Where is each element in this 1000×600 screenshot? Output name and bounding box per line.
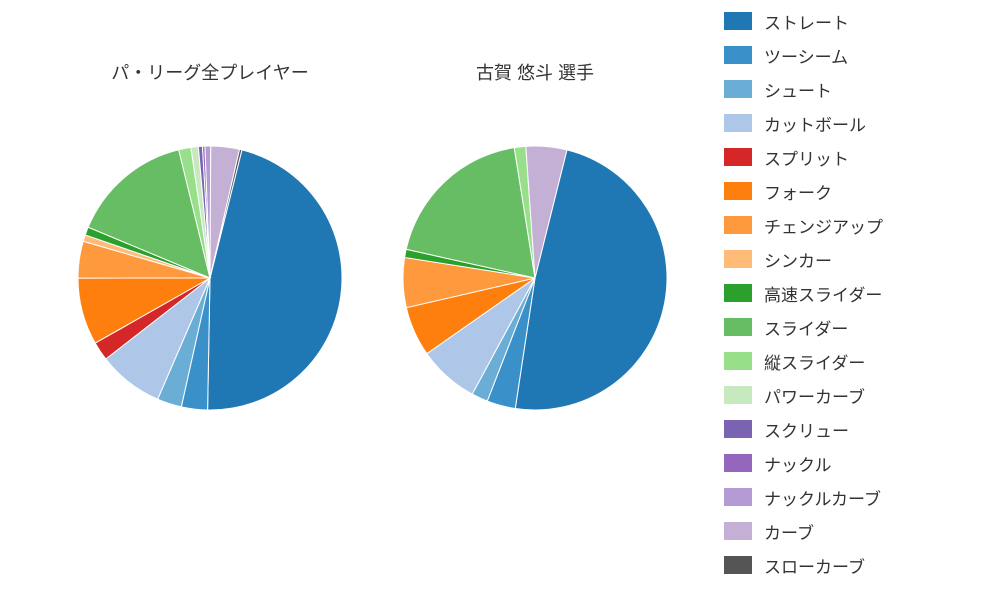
legend-label: スライダー (764, 315, 848, 340)
legend-swatch (724, 12, 752, 30)
legend-swatch (724, 80, 752, 98)
chart-area: パ・リーグ全プレイヤー46.48.214.9古賀 悠斗 選手48.57.46.1… (0, 0, 1000, 600)
legend-item: ストレート (724, 4, 994, 38)
legend-label: ツーシーム (764, 43, 848, 68)
legend-item: カーブ (724, 514, 994, 548)
legend-swatch (724, 284, 752, 302)
legend-item: ナックル (724, 446, 994, 480)
legend-swatch (724, 182, 752, 200)
legend-item: ナックルカーブ (724, 480, 994, 514)
legend-item: スプリット (724, 140, 994, 174)
legend-item: チェンジアップ (724, 208, 994, 242)
legend-item: 高速スライダー (724, 276, 994, 310)
legend-swatch (724, 556, 752, 574)
legend-label: フォーク (764, 179, 832, 204)
legend-item: ツーシーム (724, 38, 994, 72)
legend-label: 縦スライダー (764, 349, 865, 374)
legend-swatch (724, 148, 752, 166)
pie-title: 古賀 悠斗 選手 (476, 59, 594, 85)
pie-title: パ・リーグ全プレイヤー (111, 59, 308, 85)
legend-swatch (724, 420, 752, 438)
legend-label: シンカー (764, 247, 832, 272)
legend-label: スローカーブ (764, 553, 865, 578)
legend-item: シンカー (724, 242, 994, 276)
legend-swatch (724, 114, 752, 132)
legend-swatch (724, 454, 752, 472)
legend-swatch (724, 318, 752, 336)
pie-chart (76, 144, 344, 412)
legend-label: シュート (764, 77, 832, 102)
legend-label: ナックル (764, 451, 832, 476)
legend-item: スローカーブ (724, 548, 994, 582)
legend-item: スライダー (724, 310, 994, 344)
legend-label: ストレート (764, 9, 849, 34)
legend-swatch (724, 46, 752, 64)
legend-item: カットボール (724, 106, 994, 140)
legend-swatch (724, 250, 752, 268)
legend-swatch (724, 216, 752, 234)
legend-label: カーブ (764, 519, 814, 544)
legend-label: スプリット (764, 145, 849, 170)
legend-label: チェンジアップ (764, 213, 883, 238)
legend-item: パワーカーブ (724, 378, 994, 412)
legend-swatch (724, 488, 752, 506)
legend-item: シュート (724, 72, 994, 106)
legend-label: スクリュー (764, 417, 849, 442)
legend-swatch (724, 352, 752, 370)
legend-label: カットボール (764, 111, 866, 136)
legend-swatch (724, 522, 752, 540)
legend-label: パワーカーブ (764, 383, 865, 408)
legend-label: 高速スライダー (764, 281, 882, 306)
legend-item: 縦スライダー (724, 344, 994, 378)
pie-chart (401, 144, 669, 412)
legend-label: ナックルカーブ (764, 485, 881, 510)
legend: ストレートツーシームシュートカットボールスプリットフォークチェンジアップシンカー… (718, 0, 1000, 586)
legend-swatch (724, 386, 752, 404)
legend-item: スクリュー (724, 412, 994, 446)
legend-item: フォーク (724, 174, 994, 208)
